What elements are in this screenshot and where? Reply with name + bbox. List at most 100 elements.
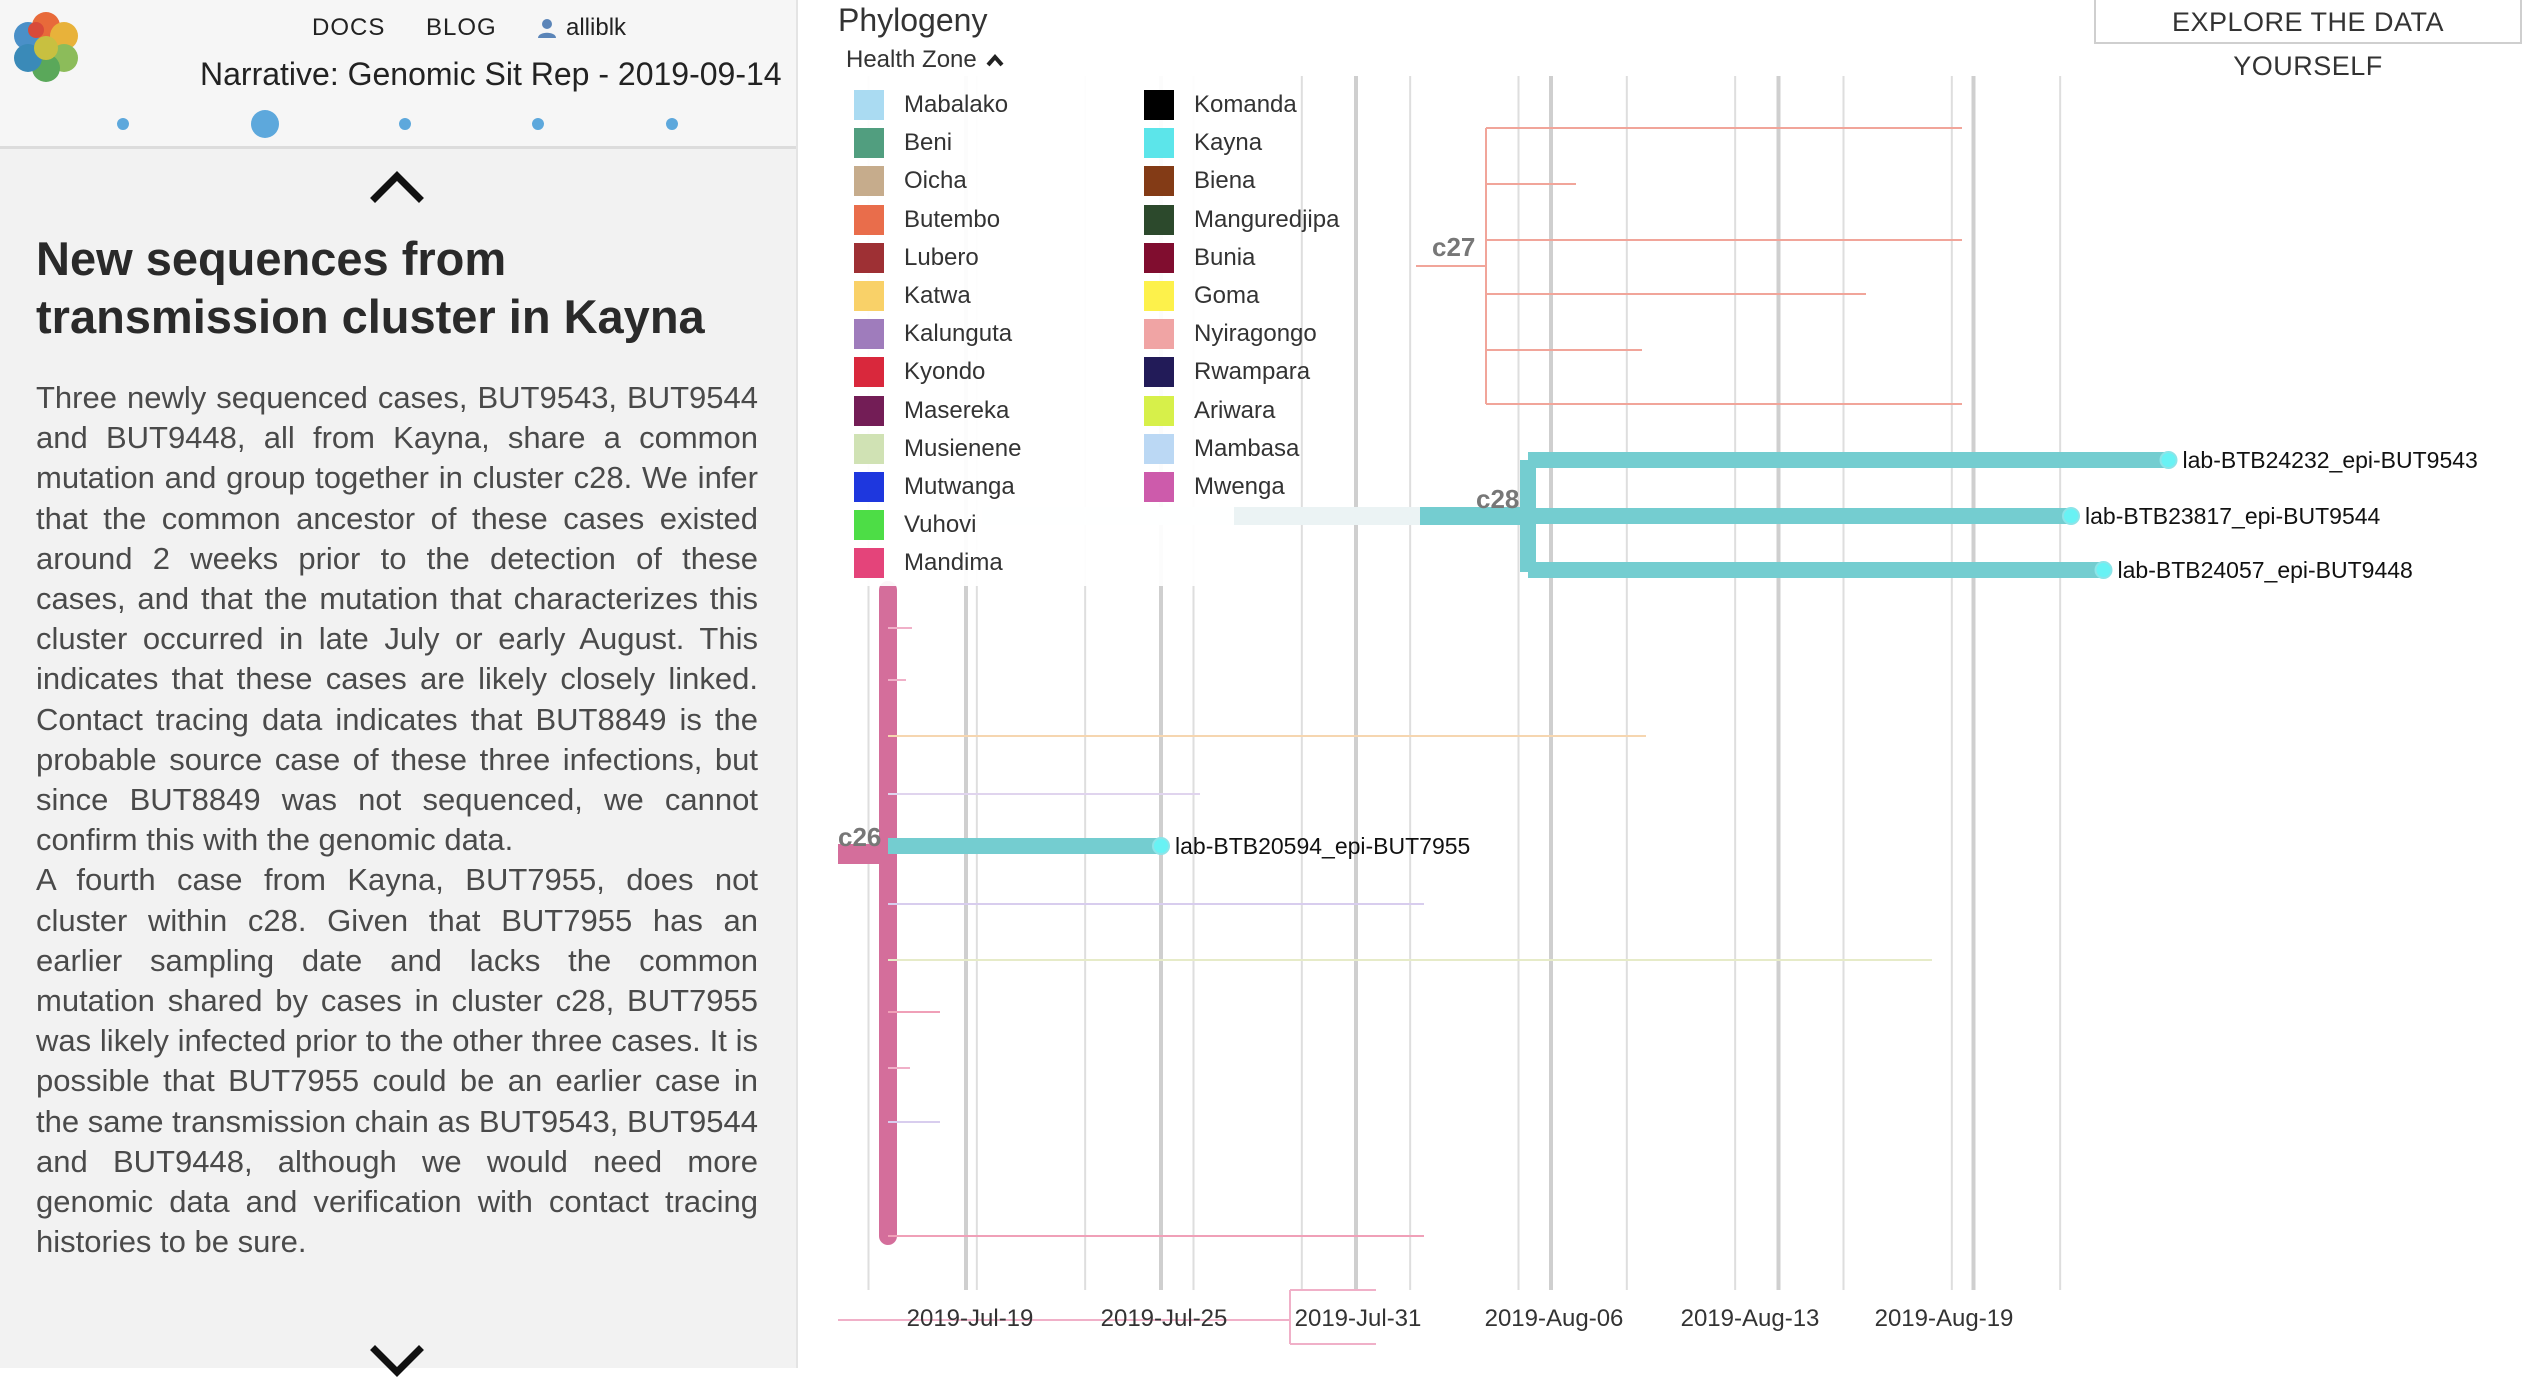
legend-label: Mutwanga — [904, 473, 1015, 500]
legend-swatch — [854, 395, 884, 426]
legend-item[interactable]: Komanda — [1144, 88, 1297, 122]
legend-label: Nyiragongo — [1194, 320, 1317, 348]
legend-item[interactable]: Vuhovi — [854, 508, 977, 542]
progress-dot[interactable] — [532, 118, 544, 130]
tip-node[interactable] — [2094, 561, 2113, 579]
legend-label: Bunia — [1194, 243, 1256, 271]
clade-label-c28: c28 — [1476, 484, 1519, 514]
legend-label: Komanda — [1194, 91, 1297, 118]
legend-swatch — [854, 128, 884, 159]
legend-item[interactable]: Goma — [1144, 279, 1259, 313]
section-paragraph: Three newly sequenced cases, BUT9543, BU… — [36, 380, 758, 858]
legend-item[interactable]: Masereka — [854, 394, 1009, 428]
tip-node[interactable] — [2062, 507, 2080, 525]
legend-item[interactable]: Biena — [1144, 164, 1255, 198]
legend-swatch — [854, 433, 884, 464]
tree-tips: lab-BTB24232_epi-BUT9543 lab-BTB23817_epi… — [1152, 447, 2478, 859]
tip-node[interactable] — [2159, 451, 2178, 469]
axis-tick-label: 2019-Jul-25 — [1101, 1305, 1228, 1332]
legend-label: Kayna — [1194, 129, 1263, 157]
axis-tick-label: 2019-Aug-13 — [1681, 1305, 1820, 1332]
legend-label: Butembo — [904, 205, 1001, 233]
legend-swatch — [1144, 90, 1174, 120]
legend-swatch — [854, 548, 884, 579]
chevron-up-icon — [986, 53, 1004, 67]
legend-label: Masereka — [904, 396, 1010, 424]
legend-item[interactable]: Kyondo — [854, 355, 985, 389]
legend-item[interactable]: Musienene — [854, 432, 1021, 466]
legend-label: Rwampara — [1194, 358, 1311, 386]
legend-swatch — [854, 90, 884, 120]
clade-label-c26: c26 — [838, 822, 881, 852]
docs-link[interactable]: DOCS — [312, 14, 386, 41]
tip-node[interactable] — [1152, 837, 1170, 855]
progress-dot[interactable] — [666, 118, 678, 130]
tip-label: lab-BTB24232_epi-BUT9543 — [2183, 447, 2478, 473]
legend: Mabalako Beni Oicha Butembo Lubero Katwa Kalun… — [846, 76, 1339, 586]
legend-label: Manguredjipa — [1194, 205, 1340, 233]
legend-swatch — [1144, 204, 1174, 235]
legend-swatch — [1144, 281, 1174, 311]
legend-item[interactable]: Beni — [854, 126, 952, 160]
legend-label: Vuhovi — [904, 511, 977, 539]
progress-dot[interactable] — [251, 110, 279, 138]
legend-item[interactable]: Nyiragongo — [1144, 317, 1317, 351]
legend-swatch — [854, 166, 884, 197]
legend-swatch — [854, 357, 884, 388]
legend-swatch — [854, 319, 884, 350]
legend-swatch — [1144, 472, 1174, 502]
header: DOCS BLOG alliblk Narrative: Genomic Sit… — [0, 0, 796, 149]
tip-label: lab-BTB24057_epi-BUT9448 — [2118, 557, 2413, 583]
progress-dot[interactable] — [399, 118, 411, 130]
clade-labels: c27 c28 c26 — [838, 232, 1519, 852]
axis-tick-label: 2019-Jul-19 — [907, 1305, 1034, 1332]
clade-label-c27: c27 — [1432, 232, 1475, 262]
legend-swatch — [1144, 128, 1174, 159]
legend-swatch — [1144, 433, 1174, 464]
legend-swatch — [1144, 395, 1174, 426]
axis-tick-label: 2019-Jul-31 — [1295, 1305, 1422, 1332]
legend-item[interactable]: Oicha — [854, 164, 967, 198]
legend-label: Mandima — [904, 549, 1003, 577]
legend-item[interactable]: Mabalako — [854, 88, 1008, 122]
legend-label: Kalunguta — [904, 320, 1013, 348]
legend-swatch — [1144, 166, 1174, 197]
narrative-panel: DOCS BLOG alliblk Narrative: Genomic Sit… — [0, 0, 798, 1377]
legend-swatch — [854, 281, 884, 311]
user-link[interactable]: alliblk — [536, 14, 626, 42]
legend-label: Beni — [904, 129, 953, 157]
blog-link[interactable]: BLOG — [426, 14, 497, 41]
legend-toggle[interactable]: Health Zone — [846, 46, 1005, 74]
panel-title: Phylogeny — [838, 2, 988, 38]
legend-label: Lubero — [904, 243, 979, 271]
legend-item[interactable]: Kalunguta — [854, 317, 1012, 351]
legend-item[interactable]: Lubero — [854, 241, 979, 275]
legend-title: Health Zone — [846, 46, 977, 73]
section-heading: New sequences from transmission cluster … — [36, 232, 705, 343]
time-axis: 2019-Jul-19 2019-Jul-25 2019-Jul-31 2019-Au… — [907, 1305, 2014, 1332]
nextstrain-logo[interactable] — [6, 8, 86, 88]
legend-item[interactable]: Rwampara — [1144, 355, 1310, 389]
chevron-up-icon[interactable] — [370, 168, 424, 204]
legend-item[interactable]: Ariwara — [1144, 394, 1275, 428]
legend-label: Musienene — [904, 434, 1022, 462]
legend-item[interactable]: Butembo — [854, 203, 1000, 237]
legend-swatch — [1144, 357, 1174, 388]
legend-item[interactable]: Kayna — [1144, 126, 1262, 160]
legend-item[interactable]: Manguredjipa — [1144, 203, 1339, 237]
legend-label: Oicha — [904, 167, 967, 195]
legend-item[interactable]: Mandima — [854, 546, 1003, 580]
section-paragraph: A fourth case from Kayna, BUT7955, does … — [36, 862, 758, 1260]
legend-label: Katwa — [904, 282, 971, 309]
legend-item[interactable]: Mutwanga — [854, 470, 1015, 504]
legend-item[interactable]: Mwenga — [1144, 470, 1285, 504]
explore-data-button[interactable]: EXPLORE THE DATA YOURSELF — [2094, 0, 2522, 81]
tip-label: lab-BTB20594_epi-BUT7955 — [1175, 833, 1470, 859]
legend-item[interactable]: Bunia — [1144, 241, 1255, 275]
legend-item[interactable]: Mambasa — [1144, 432, 1299, 466]
legend-label: Mwenga — [1194, 473, 1285, 500]
legend-swatch — [854, 510, 884, 541]
progress-dot[interactable] — [117, 118, 129, 130]
legend-item[interactable]: Katwa — [854, 279, 971, 313]
legend-swatch — [854, 472, 884, 502]
